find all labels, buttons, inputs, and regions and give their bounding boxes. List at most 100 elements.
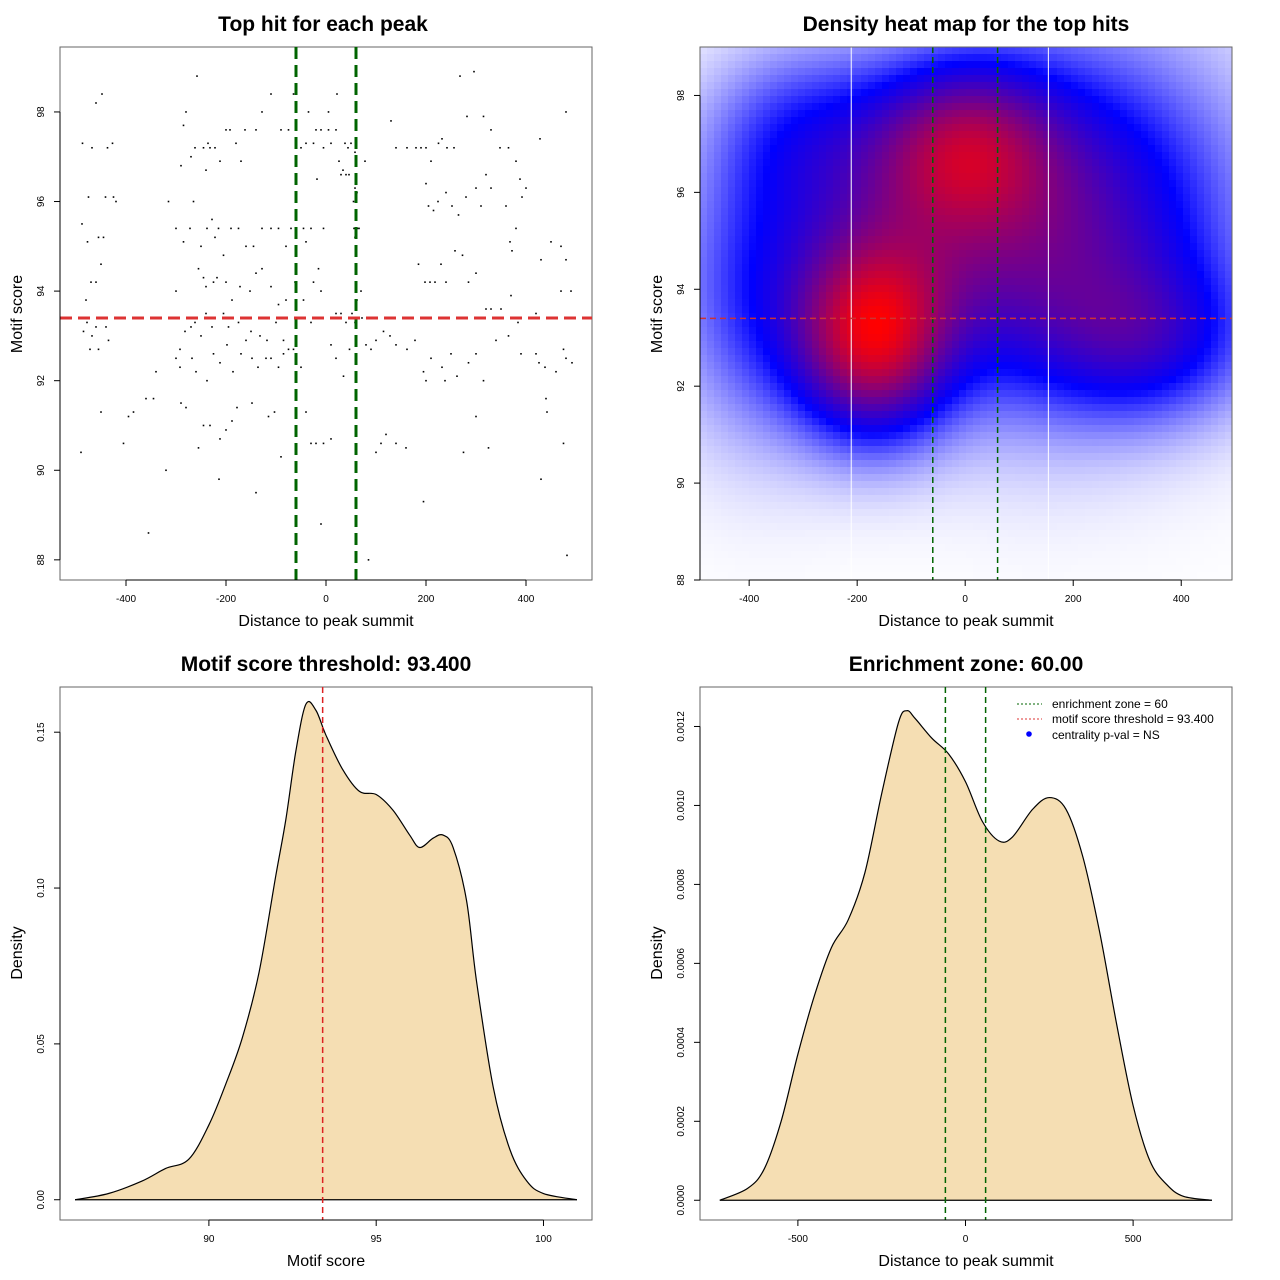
heatmap-cell <box>742 257 750 265</box>
heatmap-cell <box>1127 432 1135 440</box>
heatmap-cell <box>770 222 778 230</box>
heatmap-cell <box>1204 348 1212 356</box>
heatmap-cell <box>1120 257 1128 265</box>
heatmap-cell <box>910 187 918 195</box>
heatmap-cell <box>805 341 813 349</box>
heatmap-cell <box>1127 110 1135 118</box>
heatmap-cell <box>1099 320 1107 328</box>
heatmap-cell <box>952 306 960 314</box>
scatter-point <box>406 348 408 351</box>
heatmap-cell <box>931 89 939 97</box>
heatmap-cell <box>980 327 988 335</box>
heatmap-cell <box>1064 278 1072 286</box>
heatmap-cell <box>882 425 890 433</box>
heatmap-cell <box>1078 138 1086 146</box>
heatmap-cell <box>763 257 771 265</box>
heatmap-cell <box>1050 236 1058 244</box>
heatmap-cell <box>784 222 792 230</box>
heatmap-cell <box>1148 264 1156 272</box>
heatmap-cell <box>777 131 785 139</box>
heatmap-cell <box>1225 369 1232 377</box>
heatmap-cell <box>1218 348 1226 356</box>
heatmap-cell <box>987 348 995 356</box>
scatter-point <box>424 281 426 283</box>
heatmap-cell <box>1092 341 1100 349</box>
heatmap-cell <box>1085 453 1093 461</box>
scatter-point <box>244 129 246 131</box>
heatmap-cell <box>910 271 918 279</box>
heatmap-cell <box>1134 194 1142 202</box>
heatmap-cell <box>826 355 834 363</box>
heatmap-cell <box>931 152 939 160</box>
heatmap-cell <box>1120 313 1128 321</box>
scatter-point <box>354 187 356 189</box>
heatmap-cell <box>707 82 715 90</box>
heatmap-cell <box>966 138 974 146</box>
heatmap-cell <box>987 236 995 244</box>
heatmap-cell <box>735 306 743 314</box>
heatmap-cell <box>707 271 715 279</box>
heatmap-cell <box>910 467 918 475</box>
heatmap-cell <box>777 194 785 202</box>
heatmap-cell <box>861 236 869 244</box>
heatmap-cell <box>749 397 757 405</box>
heatmap-cell <box>1043 292 1051 300</box>
scatter-point <box>190 155 192 158</box>
heatmap-cell <box>1078 110 1086 118</box>
heatmap-cell <box>1176 299 1184 307</box>
heatmap-cell <box>875 299 883 307</box>
heatmap-cell <box>1127 61 1135 69</box>
heatmap-cell <box>1050 467 1058 475</box>
heatmap-cell <box>1078 173 1086 181</box>
heatmap-cell <box>1197 446 1205 454</box>
heatmap-cell <box>889 390 897 398</box>
heatmap-cell <box>1197 68 1205 76</box>
heatmap-cell <box>798 201 806 209</box>
heatmap-cell <box>1120 82 1128 90</box>
heatmap-cell <box>1169 467 1177 475</box>
heatmap-cell <box>756 194 764 202</box>
heatmap-cell <box>1008 418 1016 426</box>
heatmap-cell <box>1218 432 1226 440</box>
scatter-point <box>525 187 527 189</box>
heatmap-cell <box>1162 89 1170 97</box>
heatmap-cell <box>854 82 862 90</box>
heatmap-cell <box>980 404 988 412</box>
heatmap-cell <box>1029 117 1037 125</box>
heatmap-cell <box>1127 285 1135 293</box>
heatmap-cell <box>966 285 974 293</box>
heatmap-cell <box>707 453 715 461</box>
heatmap-cell <box>952 257 960 265</box>
heatmap-cell <box>1043 362 1051 370</box>
scatter-point <box>450 353 452 355</box>
heatmap-cell <box>1218 292 1226 300</box>
heatmap-cell <box>1169 334 1177 342</box>
heatmap-cell <box>1008 362 1016 370</box>
heatmap-cell <box>1071 166 1079 174</box>
heatmap-cell <box>777 404 785 412</box>
scatter-point <box>562 348 565 351</box>
heatmap-cell <box>959 411 967 419</box>
heatmap-cell <box>938 89 946 97</box>
heatmap-cell <box>1099 369 1107 377</box>
heatmap-cell <box>1127 82 1135 90</box>
heatmap-cell <box>882 208 890 216</box>
heatmap-cell <box>1106 404 1114 412</box>
heatmap-cell <box>1057 320 1065 328</box>
scatter-point <box>205 285 207 288</box>
heatmap-cell <box>840 166 848 174</box>
heatmap-cell <box>1099 460 1107 468</box>
heatmap-cell <box>1022 418 1030 426</box>
heatmap-cell <box>833 439 841 447</box>
heatmap-cell <box>756 453 764 461</box>
heatmap-cell <box>1218 334 1226 342</box>
heatmap-cell <box>1092 320 1100 328</box>
heatmap-cell <box>1043 383 1051 391</box>
heatmap-cell <box>1043 404 1051 412</box>
heatmap-cell <box>973 397 981 405</box>
heatmap-cell <box>1120 264 1128 272</box>
heatmap-cell <box>959 257 967 265</box>
heatmap-cell <box>1092 334 1100 342</box>
heatmap-cell <box>1113 243 1121 251</box>
heatmap-cell <box>1190 250 1198 258</box>
